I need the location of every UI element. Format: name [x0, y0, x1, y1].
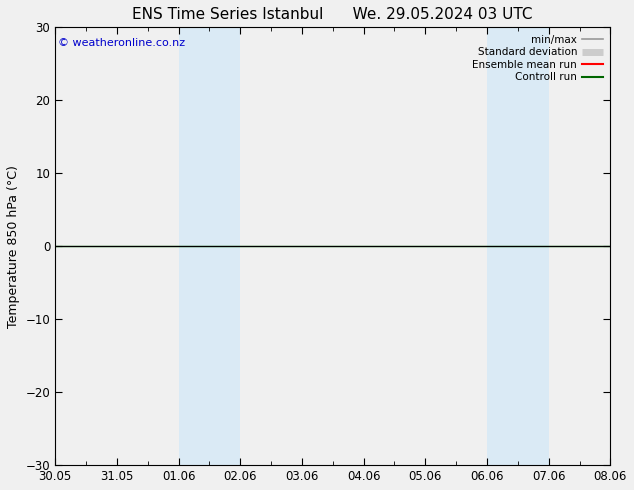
Text: © weatheronline.co.nz: © weatheronline.co.nz [58, 38, 185, 48]
Bar [179, 27, 240, 465]
Title: ENS Time Series Istanbul      We. 29.05.2024 03 UTC: ENS Time Series Istanbul We. 29.05.2024 … [133, 7, 533, 22]
Y-axis label: Temperature 850 hPa (°C): Temperature 850 hPa (°C) [7, 165, 20, 328]
Bar [487, 27, 548, 465]
Legend: min/max, Standard deviation, Ensemble mean run, Controll run: min/max, Standard deviation, Ensemble me… [470, 32, 605, 84]
